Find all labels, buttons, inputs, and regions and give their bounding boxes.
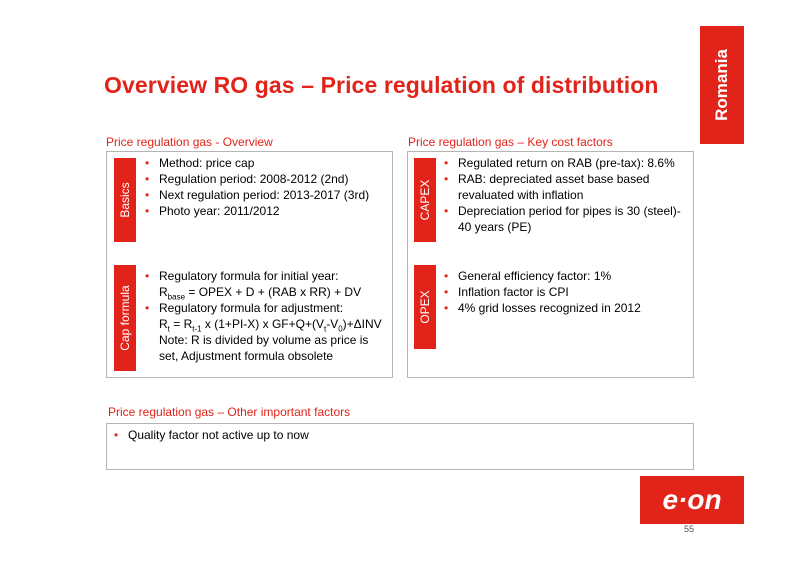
formula-note-line: set, Adjustment formula obsolete xyxy=(159,349,334,363)
left-panel-heading: Price regulation gas - Overview xyxy=(106,135,273,149)
capex-content: Regulated return on RAB (pre-tax): 8.6% … xyxy=(444,155,692,235)
formula-note-line: Note: R is divided by volume as price is xyxy=(159,333,369,347)
capex-label-block: CAPEX xyxy=(414,158,436,242)
list-item: Regulated return on RAB (pre-tax): 8.6% xyxy=(444,155,692,171)
basics-list: Method: price cap Regulation period: 200… xyxy=(145,155,390,219)
formula-initial: Rbase = OPEX + D + (RAB x RR) + DV xyxy=(159,285,362,302)
list-item: Method: price cap xyxy=(145,155,390,171)
country-tab-label: Romania xyxy=(712,49,731,121)
list-item: Inflation factor is CPI xyxy=(444,284,689,300)
formula-adjustment: Rt = Rt-1 x (1+PI-X) x GF+Q+(Vt-V0)+ΔINV xyxy=(159,317,382,334)
list-item: Regulatory formula for adjustment: xyxy=(145,300,390,316)
list-item: Quality factor not active up to now xyxy=(114,427,684,443)
cap-formula-label-block: Cap formula xyxy=(114,265,136,371)
opex-label: OPEX xyxy=(418,290,432,324)
page-title: Overview RO gas – Price regulation of di… xyxy=(104,72,659,98)
page-number: 55 xyxy=(683,524,694,534)
basics-label-block: Basics xyxy=(114,158,136,242)
capex-label: CAPEX xyxy=(418,179,432,221)
list-item: Next regulation period: 2013-2017 (3rd) xyxy=(145,187,390,203)
list-item: RAB: depreciated asset base basedrevalua… xyxy=(444,171,692,203)
bottom-panel-heading: Price regulation gas – Other important f… xyxy=(108,405,351,419)
eon-logo-mark: e·on xyxy=(640,476,744,524)
basics-label: Basics xyxy=(118,182,132,218)
list-item: 4% grid losses recognized in 2012 xyxy=(444,300,689,316)
opex-list: General efficiency factor: 1% Inflation … xyxy=(444,268,689,316)
list-item: Regulation period: 2008-2012 (2nd) xyxy=(145,171,390,187)
other-factors-list: Quality factor not active up to now xyxy=(114,427,684,443)
list-item: Photo year: 2011/2012 xyxy=(145,203,390,219)
opex-label-block: OPEX xyxy=(414,265,436,349)
eon-logo: e·on xyxy=(640,476,744,524)
eon-logo-text: e·on xyxy=(662,484,721,515)
country-tab: Romania xyxy=(700,26,744,144)
list-item: General efficiency factor: 1% xyxy=(444,268,689,284)
cap-formula-label: Cap formula xyxy=(118,285,132,351)
list-item: Depreciation period for pipes is 30 (ste… xyxy=(444,203,692,235)
cap-formula-content: Regulatory formula for initial year: Rba… xyxy=(145,268,390,364)
right-panel-heading: Price regulation gas – Key cost factors xyxy=(408,135,613,149)
list-item: Regulatory formula for initial year: xyxy=(145,268,390,284)
